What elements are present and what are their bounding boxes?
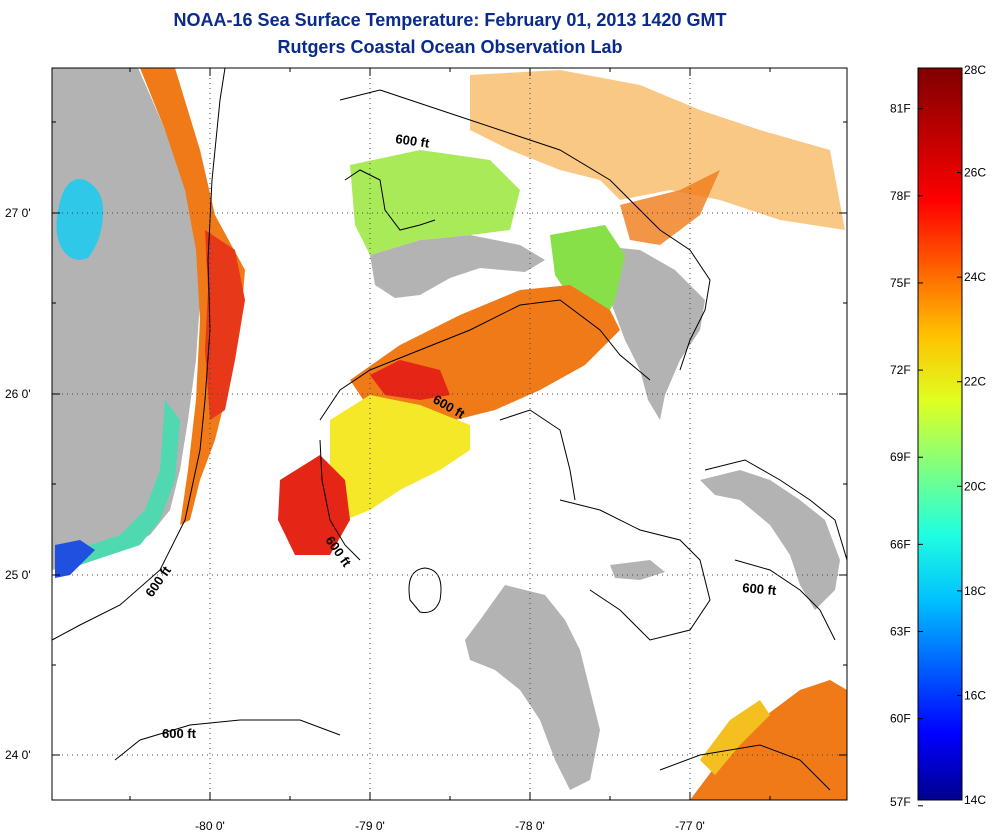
- colorbar-label-fahrenheit: 81F: [890, 102, 911, 116]
- lake-okeechobee: [56, 179, 104, 260]
- colorbar-label-fahrenheit: 75F: [890, 276, 911, 290]
- abaco-bank-cool: [550, 225, 625, 330]
- colorbar-label-fahrenheit: 63F: [890, 625, 911, 639]
- eleuthera-land: [700, 470, 840, 610]
- contour-exuma-sound: [734, 559, 836, 641]
- lon-tick-label: -80 0': [195, 819, 225, 833]
- map-grid: [52, 68, 847, 800]
- colorbar-label-celsius: 20C: [964, 479, 986, 493]
- colorbar-labels: 28C 26C 24C 22C 20C 18C 16C 14C 81F 78F 75F 72F 69F 6…: [890, 63, 986, 809]
- yellow-patch: [330, 395, 470, 520]
- colorbar-label-fahrenheit: 69F: [890, 450, 911, 464]
- contour-tongue-of-ocean: [559, 499, 711, 641]
- little-bahama-bank-cool: [350, 150, 520, 255]
- colorbar-label-fahrenheit: 60F: [890, 712, 911, 726]
- nassau-land: [610, 560, 665, 580]
- contour-florida-shelf: [52, 68, 226, 641]
- lon-tick-label: -78 0': [515, 819, 545, 833]
- contour-label: 600 ft: [395, 131, 431, 151]
- colorbar-label-celsius: 16C: [964, 688, 986, 702]
- map-title: NOAA-16 Sea Surface Temperature: Februar…: [173, 10, 727, 30]
- lat-tick-label: 24 0': [5, 748, 31, 762]
- colorbar-label-celsius: 28C: [964, 63, 986, 77]
- coastal-cool-band: [55, 400, 180, 575]
- channel-hot-core: [370, 360, 450, 400]
- map-subtitle: Rutgers Coastal Ocean Observation Lab: [277, 37, 623, 57]
- lat-tick-label: 25 0': [5, 568, 31, 582]
- contour-great-bahama-bank-north: [499, 409, 576, 501]
- florida-current-hot: [205, 230, 245, 420]
- map-area: [52, 68, 847, 800]
- contour-grand-bahama: [344, 169, 436, 231]
- colorbar-label-fahrenheit: 72F: [890, 363, 911, 377]
- contour-bimini: [319, 439, 361, 561]
- andros-land: [465, 585, 600, 790]
- contour-little-bahama-bank: [339, 89, 711, 371]
- contour-southeast: [659, 744, 831, 791]
- contour-label: 600 ft: [162, 726, 197, 741]
- coastal-cold-patch: [55, 540, 95, 578]
- depth-contours: [52, 68, 847, 791]
- colorbar-ticks: [918, 67, 962, 807]
- lon-tick-label: -77 0': [675, 819, 705, 833]
- contour-south: [114, 719, 341, 761]
- colorbar-label-celsius: 22C: [964, 375, 986, 389]
- abaco-land: [590, 245, 705, 420]
- contour-providence-channel: [319, 299, 651, 421]
- contour-eleuthera: [704, 459, 847, 561]
- colorbar-label-celsius: 24C: [964, 270, 986, 284]
- bimini-hot-patch: [278, 455, 350, 555]
- lat-tick-label: 27 0': [5, 206, 31, 220]
- colorbar-label-celsius: 18C: [964, 584, 986, 598]
- frame-ticks: [52, 68, 847, 800]
- colorbar-label-fahrenheit: 57F: [890, 795, 911, 809]
- colorbar: [917, 67, 963, 801]
- colorbar-label-celsius: 26C: [964, 166, 986, 180]
- southeast-warm-patch: [690, 680, 847, 800]
- contour-central-loop: [408, 567, 442, 613]
- north-orange-band: [620, 170, 720, 245]
- contour-label: 600 ft: [742, 580, 778, 598]
- grand-bahama-land: [370, 235, 545, 298]
- colorbar-label-fahrenheit: 78F: [890, 189, 911, 203]
- lon-tick-label: -79 0': [355, 819, 385, 833]
- north-warm-scatter: [470, 70, 845, 230]
- colorbar-label-fahrenheit: 66F: [890, 537, 911, 551]
- lat-tick-label: 26 0': [5, 387, 31, 401]
- southeast-yellow-edge: [700, 700, 770, 775]
- colorbar-label-celsius: 14C: [964, 793, 986, 807]
